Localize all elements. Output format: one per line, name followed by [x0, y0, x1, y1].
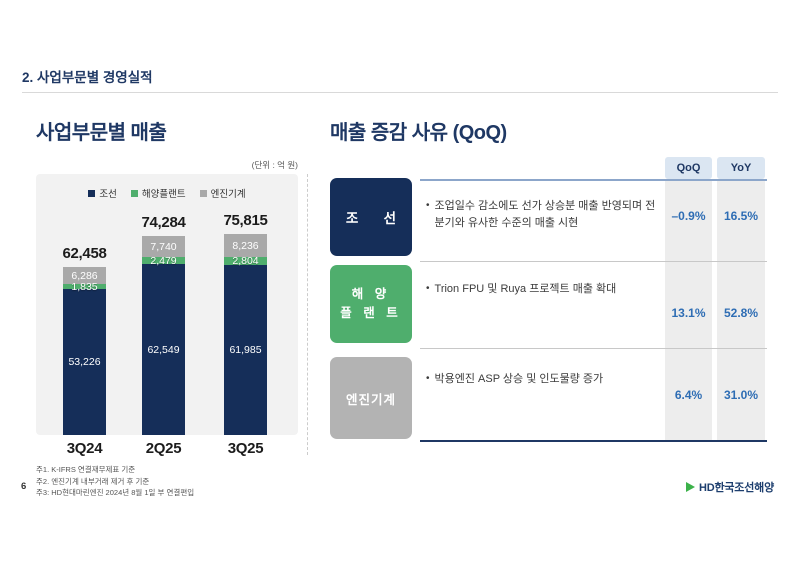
table-header-line — [420, 179, 767, 181]
yoy-value-engine: 31.0% — [723, 388, 759, 402]
yoy-value-offshore: 52.8% — [723, 306, 759, 320]
yoy-value-shipbuilding: 16.5% — [723, 209, 759, 223]
legend-label: 엔진기계 — [210, 189, 246, 200]
revenue-stacked-bar-chart: 조선 해양플랜트 엔진기계 6,286 1,835 53,226 62,458 7,74… — [36, 174, 298, 435]
footnotes: 주1. K-IFRS 연결재무제표 기준 주2. 엔진기계 내부거래 제거 후 … — [36, 464, 194, 499]
legend-label: 조선 — [99, 189, 117, 200]
qoq-value-shipbuilding: –0.9% — [671, 209, 706, 223]
segment-value-label: 2,804 — [232, 255, 259, 267]
page-number: 6 — [21, 481, 27, 492]
legend-item-offshore: 해양플랜트 — [130, 186, 186, 200]
legend-label: 해양플랜트 — [141, 189, 186, 200]
bar-3Q24: 6,286 1,835 53,226 62,458 — [62, 245, 107, 435]
legend-swatch-navy — [88, 189, 96, 197]
chart-unit-label: (단위 : 억 원) — [251, 160, 298, 170]
segment-value-label: 53,226 — [68, 356, 101, 368]
bar-2Q25: 7,740 2,479 62,549 74,284 — [141, 214, 186, 435]
table-row-note: • Trion FPU 및 Ruya 프로젝트 매출 확대 — [426, 281, 664, 298]
bar-segment-해양플랜트: 2,804 — [224, 255, 267, 267]
segment-value-label: 1,835 — [71, 280, 98, 293]
chart-section-title: 사업부문별 매출 — [36, 122, 167, 144]
bar-segment-해양플랜트: 2,479 — [142, 254, 185, 267]
segment-value-label: 7,740 — [150, 240, 177, 253]
qoq-value-engine: 6.4% — [674, 388, 703, 402]
footnote-1: 주1. K-IFRS 연결재무제표 기준 — [36, 465, 136, 474]
bar-segment-조선: 61,985 — [224, 265, 267, 435]
legend-item-shipbuilding: 조선 — [88, 186, 117, 200]
yoy-column-header: YoY — [717, 157, 765, 179]
hd-arrow-icon — [685, 482, 695, 492]
legend-item-engine: 엔진기계 — [199, 186, 246, 200]
bar-total-label: 75,815 — [223, 212, 268, 229]
category-box-offshore: 해 양 플 랜 트 — [330, 265, 412, 343]
qoq-section-title: 매출 증감 사유 (QoQ) — [330, 122, 507, 144]
bar-segment-엔진기계: 6,286 — [63, 267, 106, 284]
segment-value-label: 6,286 — [71, 269, 98, 282]
vertical-dashed-divider — [307, 174, 308, 455]
row-divider — [420, 348, 767, 349]
qoq-column-strip — [665, 181, 712, 440]
chart-legend: 조선 해양플랜트 엔진기계 — [36, 186, 298, 200]
bullet-icon: • — [426, 200, 430, 211]
segment-value-label: 8,236 — [232, 239, 259, 252]
bar-segment-조선: 62,549 — [142, 264, 185, 435]
category-label: 해 양 — [351, 286, 391, 301]
table-bottom-line — [420, 440, 767, 442]
chart-plot: 6,286 1,835 53,226 62,458 7,740 2,479 62,549 74… — [36, 174, 298, 435]
bar-segment-조선: 53,226 — [63, 289, 106, 435]
note-text: 조업일수 감소에도 선가 상승분 매출 반영되며 전 분기와 유사한 수준의 매… — [434, 200, 656, 229]
bar-total-label: 62,458 — [62, 245, 107, 262]
chart-x-axis: 3Q24 2Q25 3Q25 — [36, 440, 298, 460]
bullet-icon: • — [426, 373, 430, 384]
note-text: Trion FPU 및 Ruya 프로젝트 매출 확대 — [434, 283, 617, 295]
x-tick-3q25: 3Q25 — [227, 440, 264, 457]
category-label: 엔진기계 — [345, 392, 396, 407]
bar-3Q25: 8,236 2,804 61,985 75,815 — [223, 212, 268, 435]
footnote-3: 주3: HD현대마린엔진 2024년 8월 1일 부 연결편입 — [36, 488, 195, 498]
segment-value-label: 2,479 — [150, 254, 177, 267]
yoy-column-strip — [717, 181, 765, 440]
bar-total-label: 74,284 — [141, 214, 186, 231]
x-tick-2q25: 2Q25 — [145, 440, 182, 457]
segment-value-label: 62,549 — [147, 343, 180, 356]
legend-swatch-green — [130, 189, 138, 197]
row-divider — [420, 261, 767, 262]
note-text: 박용엔진 ASP 상승 및 인도물량 증가 — [434, 373, 604, 385]
bar-segment-엔진기계: 8,236 — [224, 234, 267, 257]
qoq-column-header: QoQ — [665, 157, 712, 179]
legend-swatch-gray — [199, 189, 207, 197]
category-box-engine: 엔진기계 — [330, 357, 412, 439]
footnote-2: 주2. 엔진기계 내부거래 제거 후 기준 — [36, 476, 150, 486]
x-tick-3q24: 3Q24 — [66, 440, 103, 457]
category-label: 플 랜 트 — [340, 306, 402, 320]
category-label: 조 선 — [345, 211, 397, 226]
bar-segment-해양플랜트: 1,835 — [63, 281, 106, 293]
title-divider — [22, 92, 778, 93]
segment-value-label: 61,985 — [229, 344, 262, 356]
logo-text: HD한국조선해양 — [698, 482, 774, 494]
company-logo: HD한국조선해양 — [685, 479, 774, 495]
bar-segment-엔진기계: 7,740 — [142, 236, 185, 257]
table-row-note: • 조업일수 감소에도 선가 상승분 매출 반영되며 전 분기와 유사한 수준의 … — [426, 198, 664, 231]
category-box-shipbuilding: 조 선 — [330, 178, 412, 256]
table-row-note: • 박용엔진 ASP 상승 및 인도물량 증가 — [426, 371, 664, 388]
qoq-yoy-table: QoQ YoY 조 선 해 양 플 랜 트 엔진기계 • 조업일수 감소에도 선가… — [330, 155, 775, 447]
page-title: 2. 사업부문별 경영실적 — [22, 70, 153, 85]
qoq-value-offshore: 13.1% — [671, 306, 706, 320]
bullet-icon: • — [426, 283, 430, 294]
